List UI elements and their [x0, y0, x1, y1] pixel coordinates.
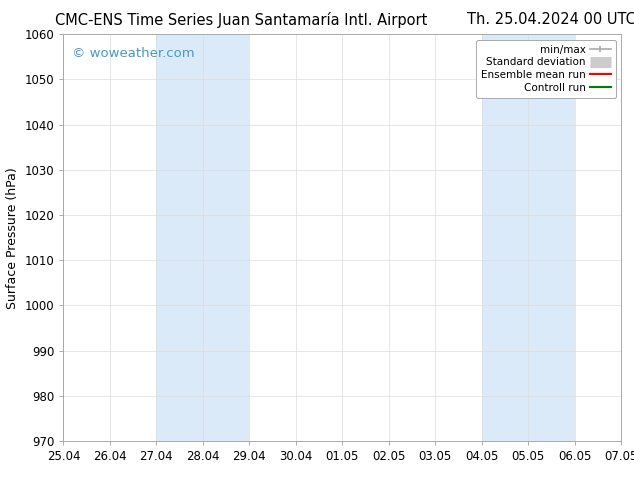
Text: Th. 25.04.2024 00 UTC: Th. 25.04.2024 00 UTC	[467, 12, 634, 27]
Y-axis label: Surface Pressure (hPa): Surface Pressure (hPa)	[6, 167, 19, 309]
Text: © woweather.com: © woweather.com	[72, 47, 195, 59]
Bar	[482, 34, 575, 441]
Bar	[157, 34, 249, 441]
Text: CMC-ENS Time Series Juan Santamaría Intl. Airport: CMC-ENS Time Series Juan Santamaría Intl…	[55, 12, 427, 28]
Legend: min/max, Standard deviation, Ensemble mean run, Controll run: min/max, Standard deviation, Ensemble me…	[476, 40, 616, 98]
